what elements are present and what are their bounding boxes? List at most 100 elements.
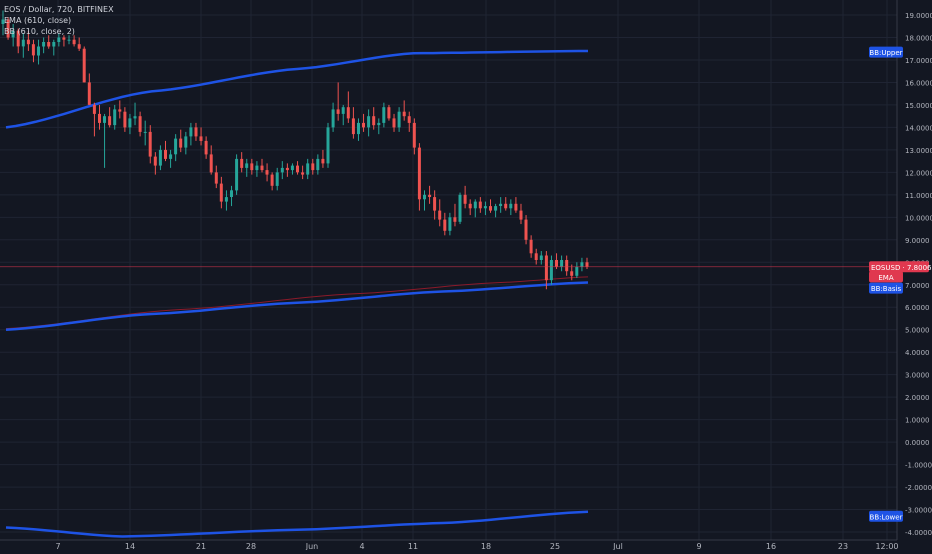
- candle-body[interactable]: [37, 46, 40, 56]
- candle-body[interactable]: [87, 82, 91, 105]
- candle-body[interactable]: [219, 183, 223, 202]
- candle-body[interactable]: [77, 44, 81, 49]
- candle-body[interactable]: [555, 260, 558, 267]
- candle-body[interactable]: [402, 111, 406, 117]
- candle-body[interactable]: [47, 42, 51, 47]
- candle-body[interactable]: [11, 30, 15, 38]
- candle-body[interactable]: [250, 163, 254, 171]
- candle-body[interactable]: [164, 149, 167, 159]
- candle-body[interactable]: [296, 165, 299, 173]
- candle-body[interactable]: [428, 194, 432, 197]
- candle-body[interactable]: [473, 201, 477, 209]
- candle-body[interactable]: [316, 158, 320, 171]
- candle-body[interactable]: [463, 194, 467, 204]
- candle-body[interactable]: [539, 255, 543, 261]
- candle-body[interactable]: [42, 42, 46, 47]
- candle-body[interactable]: [387, 107, 391, 119]
- candle-body[interactable]: [57, 37, 61, 43]
- candle-body[interactable]: [245, 163, 249, 168]
- candle-body[interactable]: [560, 260, 564, 267]
- candle-body[interactable]: [92, 104, 96, 114]
- candle-body[interactable]: [1, 19, 5, 25]
- candle-body[interactable]: [544, 255, 548, 281]
- candle-body[interactable]: [377, 122, 381, 126]
- candle-body[interactable]: [72, 39, 76, 45]
- candle-body[interactable]: [448, 217, 452, 231]
- candle-body[interactable]: [346, 107, 350, 119]
- candle-body[interactable]: [483, 206, 487, 209]
- candle-body[interactable]: [62, 37, 66, 40]
- candle-body[interactable]: [230, 190, 233, 197]
- candle-body[interactable]: [580, 262, 584, 267]
- candle-body[interactable]: [82, 48, 86, 83]
- candle-body[interactable]: [123, 111, 127, 128]
- candle-body[interactable]: [565, 260, 569, 272]
- candle-body[interactable]: [255, 165, 259, 171]
- candle-body[interactable]: [478, 201, 482, 209]
- candle-body[interactable]: [67, 39, 71, 41]
- candle-body[interactable]: [199, 136, 203, 141]
- candle-body[interactable]: [575, 266, 579, 276]
- candle-body[interactable]: [443, 219, 447, 231]
- candle-body[interactable]: [326, 127, 330, 164]
- candle-body[interactable]: [133, 116, 137, 119]
- candle-body[interactable]: [285, 167, 289, 171]
- candle-body[interactable]: [494, 206, 498, 211]
- candle-body[interactable]: [290, 165, 294, 171]
- candle-body[interactable]: [336, 109, 340, 114]
- candle-body[interactable]: [204, 140, 208, 155]
- candle-body[interactable]: [128, 118, 132, 128]
- candle-body[interactable]: [458, 194, 462, 222]
- candle-body[interactable]: [362, 122, 365, 128]
- candle-body[interactable]: [438, 210, 442, 220]
- candle-body[interactable]: [509, 203, 513, 209]
- candle-body[interactable]: [412, 122, 416, 148]
- candle-body[interactable]: [397, 111, 401, 128]
- candle-body[interactable]: [372, 116, 376, 126]
- candle-body[interactable]: [98, 113, 101, 123]
- candle-body[interactable]: [301, 172, 305, 175]
- candle-body[interactable]: [585, 262, 589, 267]
- candle-body[interactable]: [179, 138, 183, 148]
- candle-body[interactable]: [321, 158, 325, 164]
- candle-body[interactable]: [6, 19, 10, 38]
- candle-body[interactable]: [118, 109, 122, 112]
- candle-body[interactable]: [209, 154, 213, 173]
- candle-body[interactable]: [489, 206, 492, 211]
- candle-body[interactable]: [519, 210, 523, 220]
- candle-body[interactable]: [108, 116, 112, 126]
- candle-body[interactable]: [270, 174, 274, 186]
- candle-body[interactable]: [407, 116, 411, 123]
- candle-body[interactable]: [453, 217, 457, 222]
- candle-body[interactable]: [382, 107, 386, 123]
- candle-body[interactable]: [194, 127, 198, 137]
- candle-body[interactable]: [275, 172, 279, 186]
- candle-body[interactable]: [52, 42, 56, 47]
- candle-body[interactable]: [174, 138, 178, 155]
- candle-body[interactable]: [499, 203, 503, 206]
- candle-body[interactable]: [184, 136, 188, 148]
- candle-body[interactable]: [169, 154, 173, 159]
- candle-body[interactable]: [113, 109, 117, 126]
- candle-body[interactable]: [153, 156, 157, 166]
- candle-body[interactable]: [260, 165, 264, 171]
- candle-body[interactable]: [143, 131, 147, 133]
- candle-body[interactable]: [31, 44, 35, 56]
- candle-body[interactable]: [265, 170, 269, 175]
- candle-body[interactable]: [148, 131, 152, 157]
- candle-body[interactable]: [306, 163, 310, 175]
- candle-body[interactable]: [433, 197, 437, 211]
- candle-body[interactable]: [21, 39, 25, 47]
- candle-body[interactable]: [214, 172, 218, 184]
- candle-body[interactable]: [103, 116, 106, 123]
- candle-body[interactable]: [357, 122, 360, 135]
- candle-body[interactable]: [423, 194, 426, 200]
- candle-body[interactable]: [138, 116, 142, 132]
- candle-body[interactable]: [341, 107, 345, 114]
- candle-body[interactable]: [504, 203, 508, 209]
- candle-body[interactable]: [331, 109, 335, 128]
- candle-body[interactable]: [529, 239, 533, 254]
- candle-body[interactable]: [26, 39, 30, 45]
